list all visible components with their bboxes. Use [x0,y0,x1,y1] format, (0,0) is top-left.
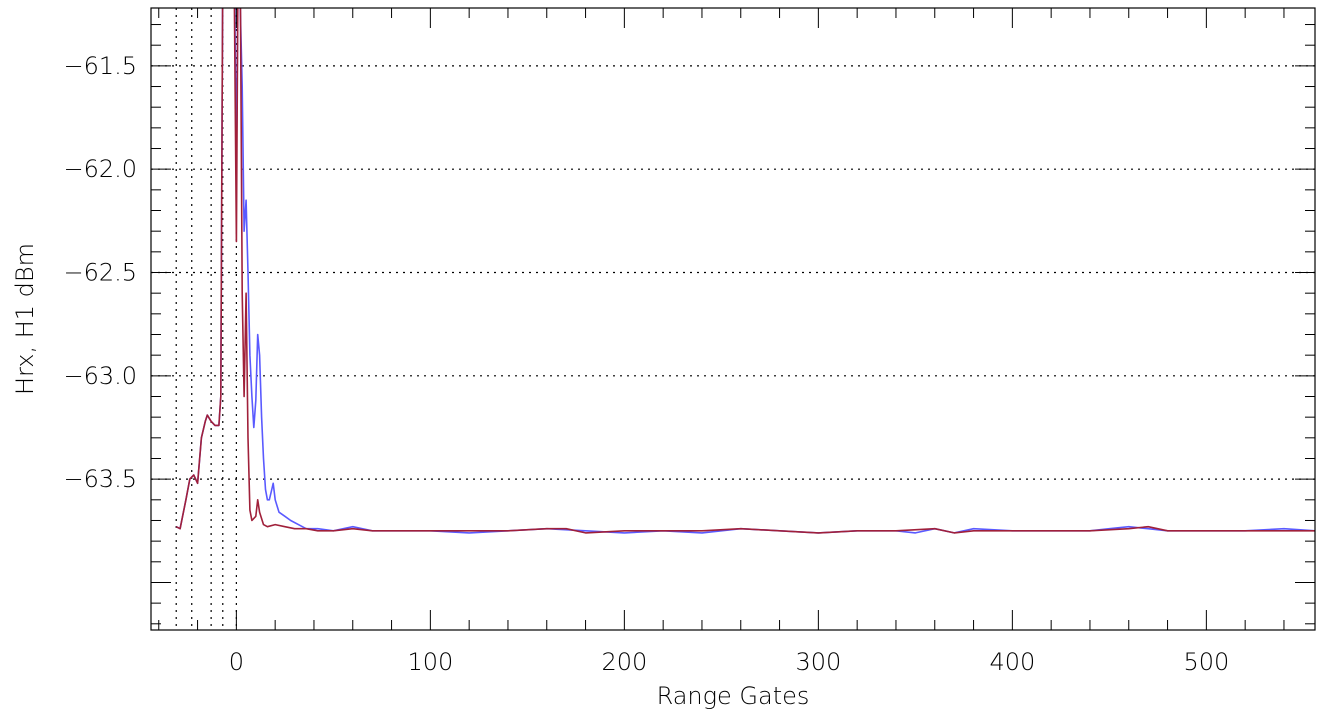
y-tick-label: −63.5 [63,465,137,493]
x-tick-label: 400 [989,648,1035,676]
y-tick-label: −62.0 [63,155,137,183]
x-axis-title: Range Gates [657,682,810,710]
tick-labels: −61.5 −62.0 −62.5 −63.0 −63.5 0 100 200 300 400 50… [63,52,1229,676]
x-tick-label: 100 [407,648,453,676]
y-tick-label: −62.5 [63,259,137,287]
x-tick-label: 200 [601,648,647,676]
y-tick-label: −61.5 [63,52,137,80]
series-line [175,8,1315,534]
vertical-markers [175,8,237,630]
series-line [175,8,1315,534]
grid-lines [151,65,1315,480]
x-tick-label: 0 [229,648,244,676]
axis-ticks [151,8,1315,630]
x-tick-label: 300 [795,648,841,676]
x-tick-label: 500 [1183,648,1229,676]
plot-frame [150,7,1316,631]
y-tick-label: −63.0 [63,362,137,390]
y-axis-title: Hrx, H1 dBm [11,243,39,395]
series-lines [175,8,1315,534]
